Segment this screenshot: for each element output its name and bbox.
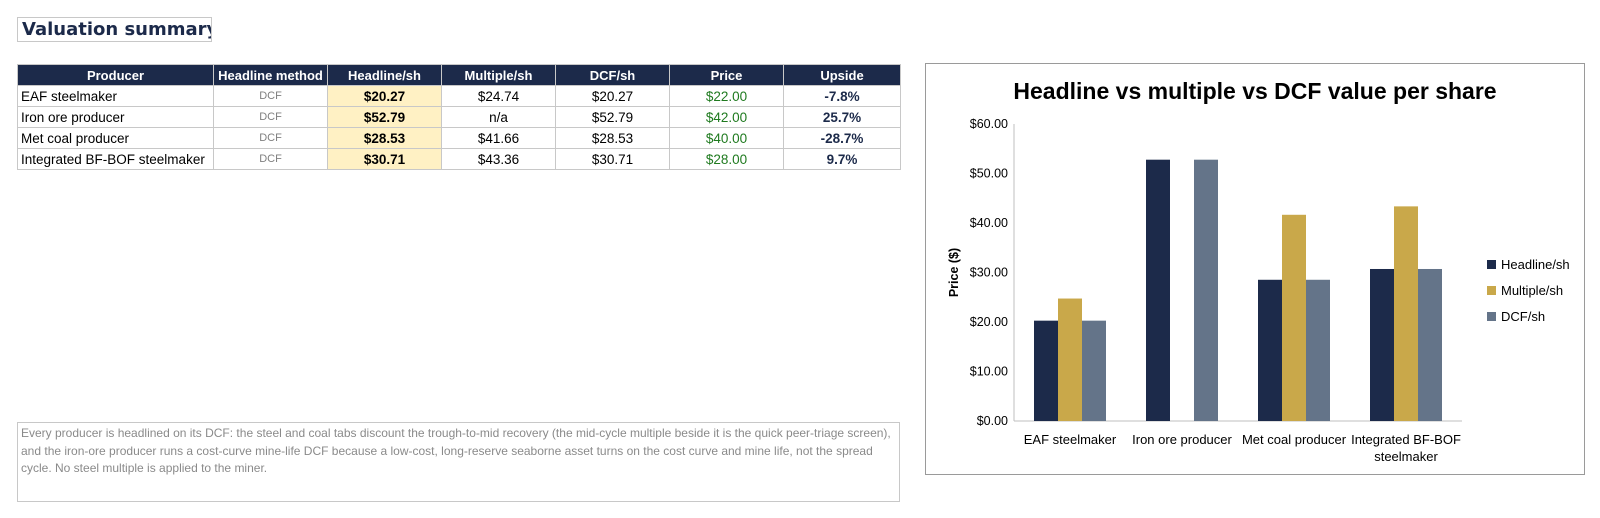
value-per-share-chart[interactable]: Headline vs multiple vs DCF value per sh… bbox=[925, 63, 1585, 475]
table-row: Iron ore producer DCF $52.79 n/a $52.79 … bbox=[17, 106, 901, 128]
cell-multiple[interactable]: $41.66 bbox=[441, 127, 556, 149]
cell-price[interactable]: $22.00 bbox=[669, 85, 784, 107]
cell-method[interactable]: DCF bbox=[213, 106, 328, 128]
y-tick-label: $10.00 bbox=[970, 365, 1008, 379]
y-tick-label: $40.00 bbox=[970, 216, 1008, 230]
cell-producer[interactable]: Iron ore producer bbox=[17, 106, 214, 128]
table-row: Met coal producer DCF $28.53 $41.66 $28.… bbox=[17, 127, 901, 149]
bar-dcf-sh bbox=[1306, 279, 1330, 421]
cell-headline[interactable]: $52.79 bbox=[327, 106, 442, 128]
cell-producer[interactable]: Met coal producer bbox=[17, 127, 214, 149]
y-axis-title: Price ($) bbox=[947, 248, 961, 297]
legend-swatch bbox=[1487, 312, 1496, 321]
cell-upside[interactable]: 25.7% bbox=[783, 106, 901, 128]
legend-label: Multiple/sh bbox=[1501, 283, 1563, 298]
cell-dcf[interactable]: $30.71 bbox=[555, 148, 670, 170]
valuation-table: Producer Headline method Headline/sh Mul… bbox=[17, 64, 901, 170]
x-tick-label: Met coal producer bbox=[1242, 432, 1347, 447]
chart-canvas: Headline vs multiple vs DCF value per sh… bbox=[947, 78, 1570, 464]
cell-price[interactable]: $40.00 bbox=[669, 127, 784, 149]
cell-multiple[interactable]: $43.36 bbox=[441, 148, 556, 170]
cell-producer[interactable]: EAF steelmaker bbox=[17, 85, 214, 107]
legend-label: DCF/sh bbox=[1501, 309, 1545, 324]
y-tick-label: $60.00 bbox=[970, 117, 1008, 131]
bar-headline-sh bbox=[1370, 268, 1394, 421]
y-tick-label: $0.00 bbox=[977, 414, 1008, 428]
cell-upside[interactable]: -28.7% bbox=[783, 127, 901, 149]
bar-headline-sh bbox=[1146, 159, 1170, 421]
cell-method[interactable]: DCF bbox=[213, 85, 328, 107]
cell-dcf[interactable]: $52.79 bbox=[555, 106, 670, 128]
cell-upside[interactable]: -7.8% bbox=[783, 85, 901, 107]
cell-dcf[interactable]: $20.27 bbox=[555, 85, 670, 107]
cell-method[interactable]: DCF bbox=[213, 148, 328, 170]
cell-headline[interactable]: $28.53 bbox=[327, 127, 442, 149]
cell-headline[interactable]: $20.27 bbox=[327, 85, 442, 107]
bar-multiple-sh bbox=[1282, 214, 1306, 421]
bar-multiple-sh bbox=[1058, 298, 1082, 421]
bar-dcf-sh bbox=[1194, 159, 1218, 421]
y-tick-label: $50.00 bbox=[970, 167, 1008, 181]
bar-dcf-sh bbox=[1418, 268, 1442, 421]
cell-multiple[interactable]: $24.74 bbox=[441, 85, 556, 107]
cell-price[interactable]: $28.00 bbox=[669, 148, 784, 170]
column-header-dcf[interactable]: DCF/sh bbox=[555, 64, 670, 86]
legend-swatch bbox=[1487, 260, 1496, 269]
y-tick-label: $20.00 bbox=[970, 315, 1008, 329]
bar-headline-sh bbox=[1258, 279, 1282, 421]
cell-dcf[interactable]: $28.53 bbox=[555, 127, 670, 149]
legend-swatch bbox=[1487, 286, 1496, 295]
chart-title: Headline vs multiple vs DCF value per sh… bbox=[1013, 78, 1496, 104]
cell-upside[interactable]: 9.7% bbox=[783, 148, 901, 170]
column-header-headline[interactable]: Headline/sh bbox=[327, 64, 442, 86]
cell-method[interactable]: DCF bbox=[213, 127, 328, 149]
table-header-row: Producer Headline method Headline/sh Mul… bbox=[17, 64, 901, 86]
bar-dcf-sh bbox=[1082, 320, 1106, 421]
table-row: EAF steelmaker DCF $20.27 $24.74 $20.27 … bbox=[17, 85, 901, 107]
column-header-price[interactable]: Price bbox=[669, 64, 784, 86]
column-header-producer[interactable]: Producer bbox=[17, 64, 214, 86]
column-header-multiple[interactable]: Multiple/sh bbox=[441, 64, 556, 86]
bar-multiple-sh bbox=[1394, 206, 1418, 421]
cell-producer[interactable]: Integrated BF-BOF steelmaker bbox=[17, 148, 214, 170]
column-header-upside[interactable]: Upside bbox=[783, 64, 901, 86]
x-tick-label: Integrated BF-BOF steelmaker bbox=[1351, 432, 1461, 464]
x-tick-label: Iron ore producer bbox=[1132, 432, 1232, 447]
x-tick-label: EAF steelmaker bbox=[1024, 432, 1117, 447]
table-row: Integrated BF-BOF steelmaker DCF $30.71 … bbox=[17, 148, 901, 170]
sheet-title: Valuation summary bbox=[17, 17, 212, 42]
cell-multiple[interactable]: n/a bbox=[441, 106, 556, 128]
y-tick-label: $30.00 bbox=[970, 266, 1008, 280]
method-note[interactable]: Every producer is headlined on its DCF: … bbox=[17, 422, 900, 502]
cell-price[interactable]: $42.00 bbox=[669, 106, 784, 128]
column-header-method[interactable]: Headline method bbox=[213, 64, 328, 86]
legend-label: Headline/sh bbox=[1501, 257, 1570, 272]
bar-headline-sh bbox=[1034, 320, 1058, 421]
cell-headline[interactable]: $30.71 bbox=[327, 148, 442, 170]
